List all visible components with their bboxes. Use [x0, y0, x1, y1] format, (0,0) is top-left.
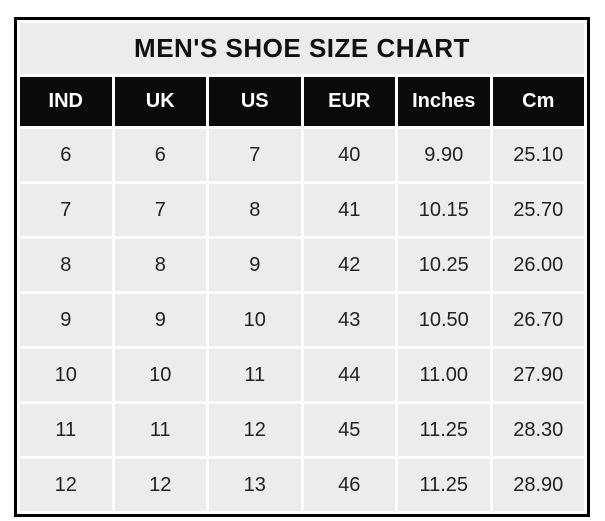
size-chart-table: MEN'S SHOE SIZE CHART IND UK US EUR Inch…	[17, 20, 587, 514]
column-header-inches: Inches	[398, 77, 490, 126]
table-cell: 43	[303, 294, 395, 346]
table-row: 10 10 11 44 11.00 27.90	[20, 349, 584, 401]
table-cell: 10.50	[398, 294, 490, 346]
table-cell: 28.30	[492, 404, 584, 456]
table-cell: 27.90	[492, 349, 584, 401]
table-row: 6 6 7 40 9.90 25.10	[20, 129, 584, 181]
title-row: MEN'S SHOE SIZE CHART	[20, 23, 584, 74]
header-row: IND UK US EUR Inches Cm	[20, 77, 584, 126]
table-cell: 11	[209, 349, 301, 401]
table-cell: 8	[209, 184, 301, 236]
table-cell: 8	[20, 239, 112, 291]
column-header-uk: UK	[114, 77, 206, 126]
table-cell: 10	[20, 349, 112, 401]
table-cell: 25.10	[492, 129, 584, 181]
chart-title: MEN'S SHOE SIZE CHART	[20, 23, 584, 74]
table-cell: 25.70	[492, 184, 584, 236]
table-cell: 12	[20, 459, 112, 511]
column-header-cm: Cm	[492, 77, 584, 126]
table-cell: 7	[20, 184, 112, 236]
table-cell: 11	[20, 404, 112, 456]
table-cell: 11.25	[398, 404, 490, 456]
table-cell: 7	[114, 184, 206, 236]
table-cell: 10.25	[398, 239, 490, 291]
table-cell: 10	[209, 294, 301, 346]
table-cell: 11.25	[398, 459, 490, 511]
column-header-ind: IND	[20, 77, 112, 126]
table-row: 9 9 10 43 10.50 26.70	[20, 294, 584, 346]
table-row: 7 7 8 41 10.15 25.70	[20, 184, 584, 236]
table-cell: 13	[209, 459, 301, 511]
table-cell: 9	[114, 294, 206, 346]
table-cell: 9	[209, 239, 301, 291]
table-row: 12 12 13 46 11.25 28.90	[20, 459, 584, 511]
table-cell: 10.15	[398, 184, 490, 236]
table-cell: 10	[114, 349, 206, 401]
column-header-us: US	[209, 77, 301, 126]
table-cell: 26.70	[492, 294, 584, 346]
table-cell: 42	[303, 239, 395, 291]
shoe-size-chart: MEN'S SHOE SIZE CHART IND UK US EUR Inch…	[14, 17, 590, 517]
table-cell: 41	[303, 184, 395, 236]
column-header-eur: EUR	[303, 77, 395, 126]
table-cell: 46	[303, 459, 395, 511]
table-cell: 9	[20, 294, 112, 346]
table-cell: 6	[20, 129, 112, 181]
table-cell: 12	[114, 459, 206, 511]
table-cell: 7	[209, 129, 301, 181]
table-cell: 9.90	[398, 129, 490, 181]
table-cell: 12	[209, 404, 301, 456]
table-body: 6 6 7 40 9.90 25.10 7 7 8 41 10.15 25.70 8 8 9 42 10.25 2…	[20, 129, 584, 511]
table-row: 11 11 12 45 11.25 28.30	[20, 404, 584, 456]
table-cell: 26.00	[492, 239, 584, 291]
table-row: 8 8 9 42 10.25 26.00	[20, 239, 584, 291]
table-cell: 11.00	[398, 349, 490, 401]
table-cell: 44	[303, 349, 395, 401]
table-cell: 8	[114, 239, 206, 291]
table-cell: 6	[114, 129, 206, 181]
table-cell: 45	[303, 404, 395, 456]
table-cell: 28.90	[492, 459, 584, 511]
table-cell: 11	[114, 404, 206, 456]
table-cell: 40	[303, 129, 395, 181]
table-head: MEN'S SHOE SIZE CHART IND UK US EUR Inch…	[20, 23, 584, 126]
